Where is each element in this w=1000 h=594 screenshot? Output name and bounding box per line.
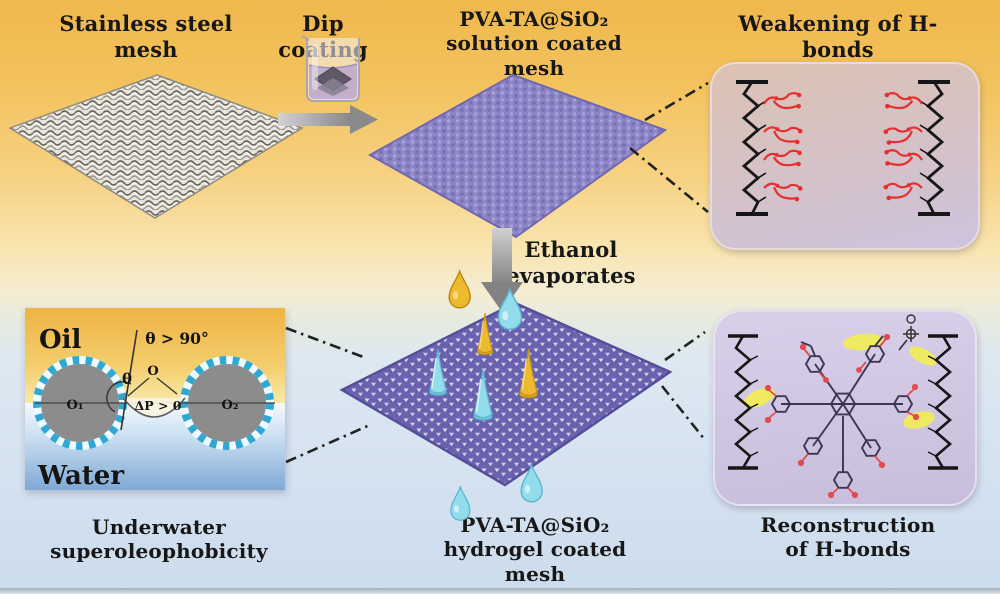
reconstruction-line2: of H-bonds <box>785 537 911 562</box>
oil-label: Oil <box>39 325 82 355</box>
reconstructed-hbonds-structure <box>728 314 958 499</box>
underwater-caption: Underwater superoleophobicity <box>48 515 270 564</box>
arrow-right-icon <box>278 105 378 134</box>
water-label: Water <box>37 461 124 490</box>
pva-chain-right <box>927 334 958 470</box>
oil-drop2-label: O₂ <box>221 398 238 413</box>
silica-node <box>898 314 919 351</box>
ethanol-line1: Ethanol <box>524 237 618 262</box>
stainless-steel-mesh-illustration <box>8 74 304 219</box>
pva-chain-left <box>728 334 759 470</box>
reconstruction-line1: Reconstruction <box>760 513 936 537</box>
theta-label: θ <box>122 370 132 388</box>
tangent-line <box>120 329 138 431</box>
weakening-title: Weakening of H-bonds <box>738 11 938 62</box>
hydrogel-coated-mesh-illustration <box>339 301 673 487</box>
hydrogel-mesh-caption: PVA-TA@SiO₂ hydrogel coated mesh <box>413 513 657 586</box>
pva-chain-right <box>918 80 950 216</box>
contact-angle-label: θ > 90° <box>145 329 208 348</box>
weakened-bond-groups <box>761 90 925 203</box>
weakened-hbonds-structure <box>736 80 950 216</box>
weakening-hbonds-box <box>710 62 980 250</box>
solution-mesh-title-line1: PVA-TA@SiO₂ <box>459 7 609 31</box>
reconstruction-hbonds-box <box>713 310 977 506</box>
reconstruction-caption: Reconstruction of H-bonds <box>737 513 959 562</box>
beaker-icon <box>301 35 360 102</box>
hydrogel-line2: hydrogel coated mesh <box>443 537 627 586</box>
hydroxyl-groups <box>764 333 920 499</box>
underwater-line1: Underwater <box>92 515 226 539</box>
tannic-acid-structure <box>770 335 914 489</box>
hydrogel-line1: PVA-TA@SiO₂ <box>460 513 610 537</box>
solution-coated-mesh-illustration <box>367 73 668 239</box>
pva-chain-left <box>736 80 768 216</box>
stainless-mesh-title: Stainless steel mesh <box>59 11 233 62</box>
origin-label: O <box>147 364 158 379</box>
oil-water-diagram: Oil Water θ > 90° θ O ΔP > 0 O₁ O₂ <box>25 308 285 490</box>
ethanol-evaporates-label: Ethanol evaporates <box>505 237 637 288</box>
bottom-frame-edge <box>0 588 1000 594</box>
pressure-label: ΔP > 0 <box>135 398 182 413</box>
oil-drop1-label: O₁ <box>66 398 83 413</box>
contact-angle-arc <box>106 381 132 413</box>
underwater-line2: superoleophobicity <box>50 539 268 564</box>
ethanol-line2: evaporates <box>506 262 636 288</box>
meniscus-curve <box>122 397 186 418</box>
curvature-radii-lines <box>127 377 178 397</box>
